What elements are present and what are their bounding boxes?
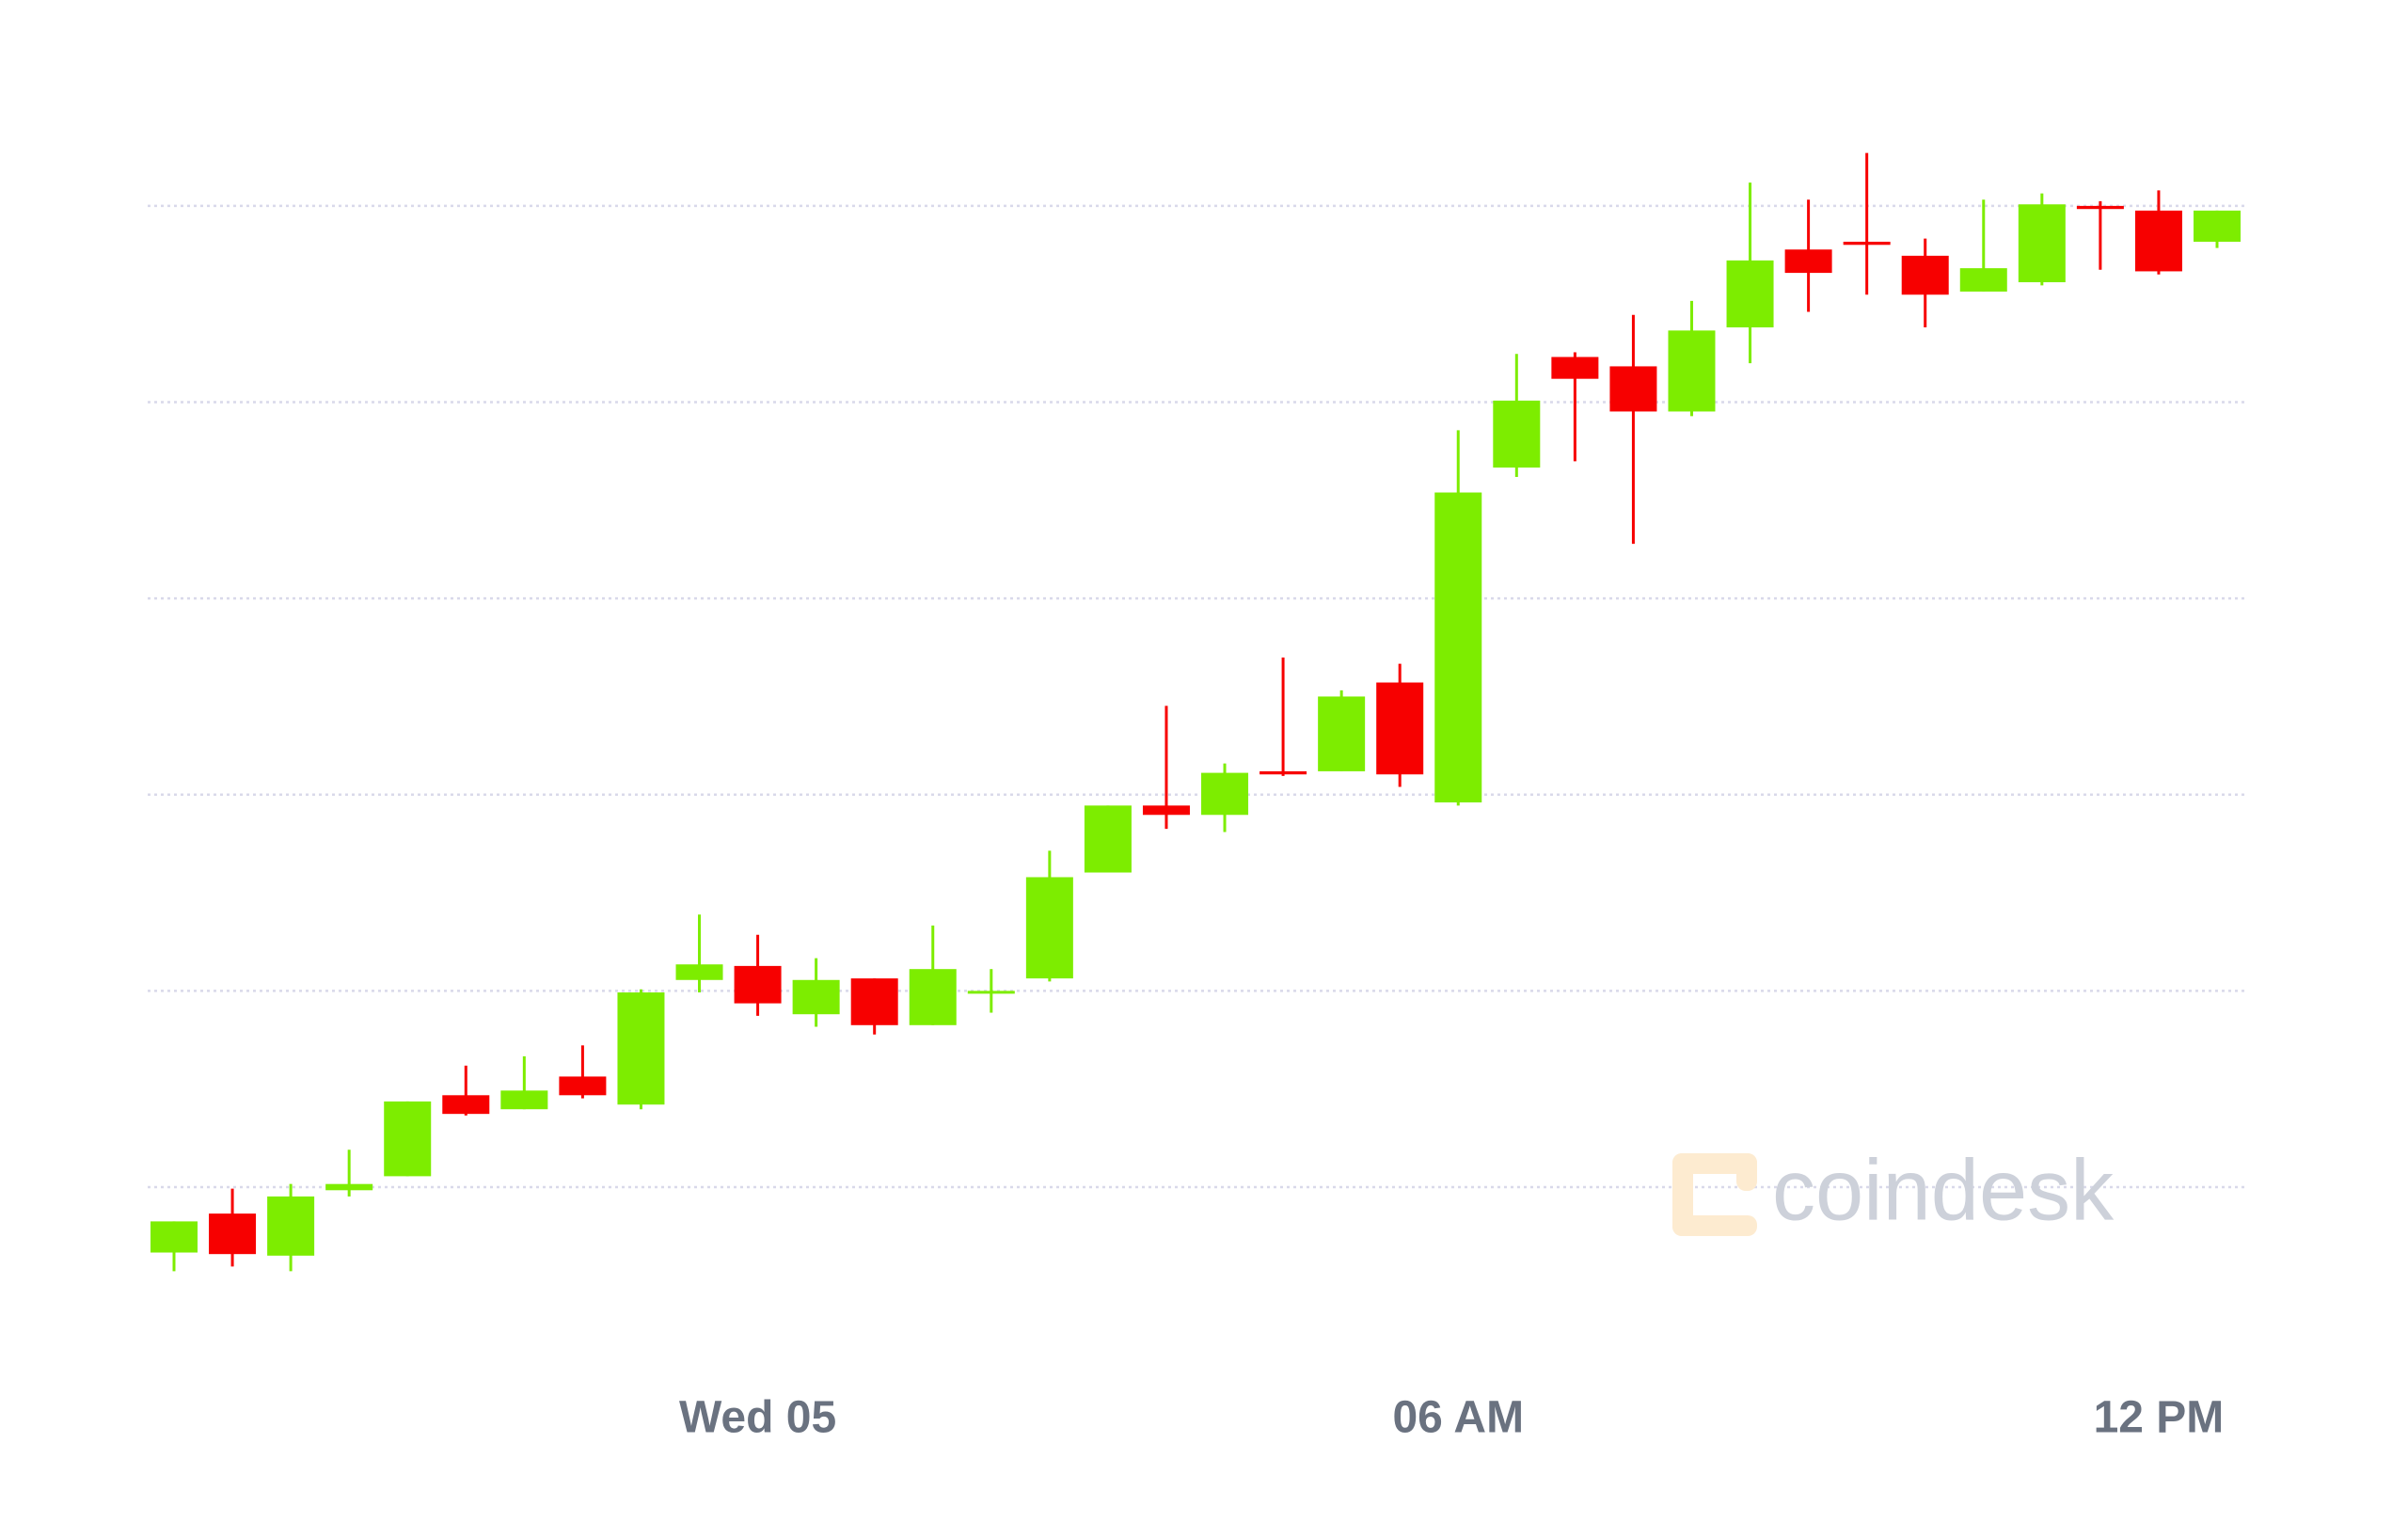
candle-body	[1901, 255, 1949, 295]
x-tick-label: Wed 05	[679, 1393, 836, 1443]
x-tick-label: 12 PM	[2094, 1393, 2225, 1443]
candle-body	[792, 979, 840, 1015]
candle-body	[1201, 772, 1249, 816]
candle-body	[1259, 770, 1307, 775]
candle-body	[850, 978, 898, 1025]
watermark: coindesk	[1772, 1142, 2115, 1238]
candle-body	[1493, 400, 1541, 468]
candle-body	[675, 964, 723, 980]
candle-body	[150, 1221, 198, 1253]
candle-body	[1434, 492, 1482, 803]
candle-body	[1318, 696, 1366, 771]
candle-body	[325, 1183, 373, 1191]
candle-body	[1843, 241, 1891, 246]
candle-body	[1668, 330, 1716, 412]
watermark-logo	[1672, 1153, 1757, 1236]
candle-body	[267, 1196, 315, 1256]
candle-body	[1726, 260, 1774, 328]
candle-body	[2018, 204, 2066, 283]
candle-body	[1084, 805, 1132, 873]
candle-body	[1142, 805, 1190, 816]
candle-body	[2134, 210, 2182, 272]
candle-body	[1376, 682, 1424, 775]
candle-body	[209, 1213, 257, 1255]
candle-body	[559, 1076, 607, 1096]
candle-body	[442, 1095, 490, 1115]
candle-body	[1609, 366, 1657, 412]
candle-body	[734, 965, 782, 1004]
candle-body	[967, 991, 1015, 994]
candle-body	[384, 1101, 432, 1177]
candle-body	[1551, 357, 1599, 379]
candle-body	[617, 992, 665, 1105]
candle-body	[909, 969, 957, 1025]
x-tick-label: 06 AM	[1392, 1393, 1524, 1443]
candle-body	[2076, 205, 2124, 210]
candle-body	[1959, 268, 2007, 292]
candle-body	[500, 1090, 548, 1110]
candle-body	[1784, 249, 1832, 274]
candle-body	[1025, 877, 1073, 979]
candle-body	[2194, 210, 2241, 242]
